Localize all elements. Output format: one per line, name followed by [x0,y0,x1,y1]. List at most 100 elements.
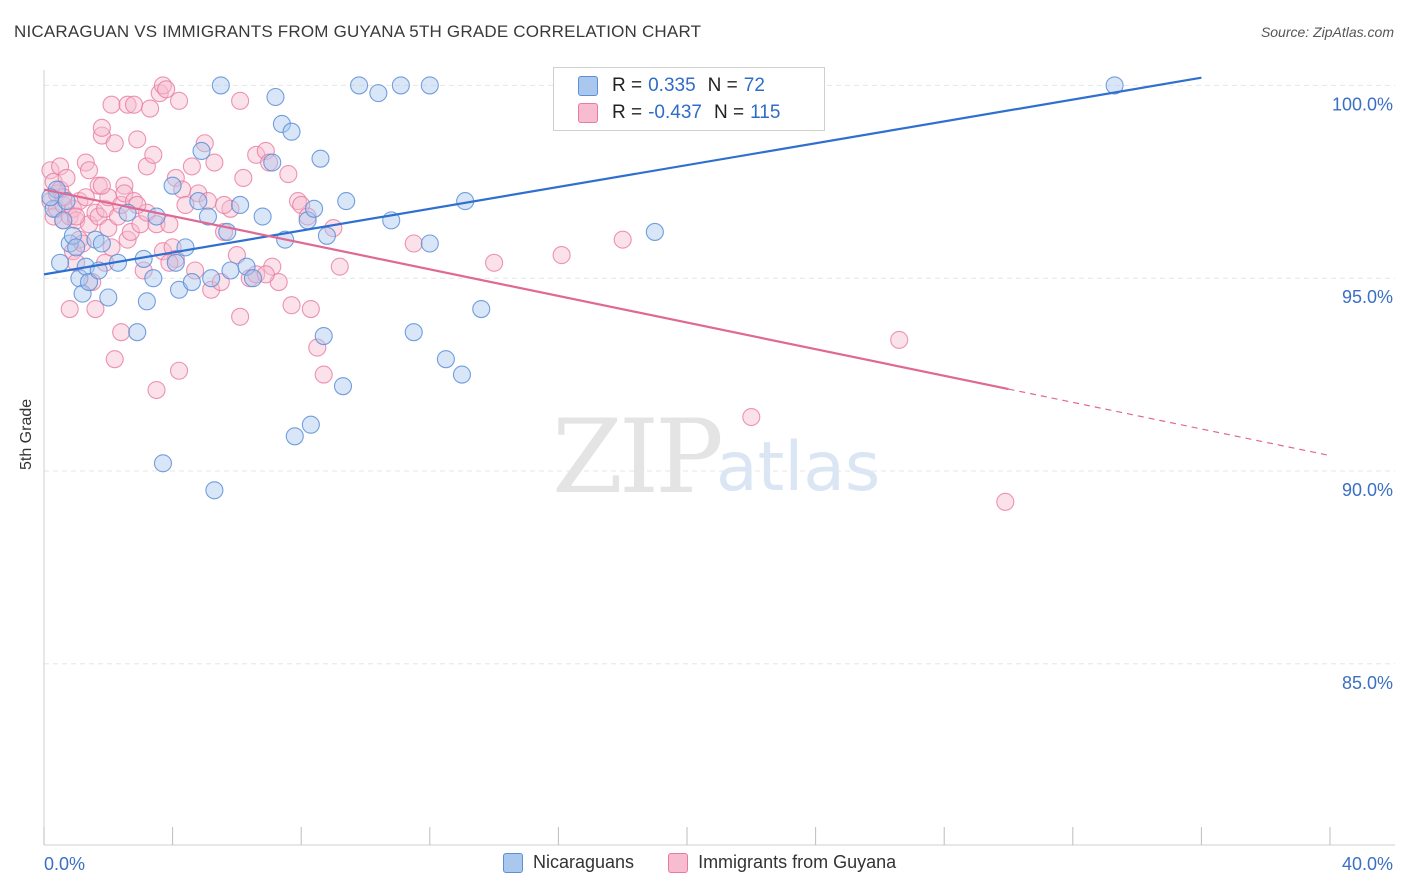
data-point-nicaraguan [70,269,89,288]
data-point-nicaraguan [314,326,333,346]
series-immigrants-from-guyana [41,76,1015,511]
data-point-guyana [205,153,224,172]
data-point-nicaraguan [272,114,291,134]
data-point-nicaraguan [182,273,201,292]
legend-swatch-blue [578,76,598,96]
legend-item-guyana[interactable]: Immigrants from Guyana [668,852,896,873]
data-point-guyana [211,273,230,292]
data-point-nicaraguan [350,76,369,95]
data-point-guyana [108,207,127,226]
data-point-nicaraguan [211,76,230,95]
data-point-guyana [404,234,423,253]
data-point-guyana [147,380,166,400]
data-point-nicaraguan [369,84,388,103]
data-point-nicaraguan [99,288,118,307]
data-point-nicaraguan [472,300,491,319]
data-point-nicaraguan [404,323,423,342]
data-point-nicaraguan [253,207,272,226]
y-axis-label: 5th Grade [18,398,35,470]
data-point-guyana [92,118,111,137]
data-point-nicaraguan [144,269,163,288]
data-point-guyana [131,215,150,234]
legend-item-nicaraguans[interactable]: Nicaraguans [503,852,634,873]
data-point-guyana [99,219,118,238]
legend-label-guyana: Immigrants from Guyana [698,852,897,872]
data-point-guyana [92,176,111,195]
data-point-guyana [115,184,134,203]
data-point-nicaraguan [645,222,664,241]
data-point-nicaraguan [176,238,195,257]
data-point-guyana [234,168,253,188]
data-point-nicaraguan [73,284,92,303]
data-point-nicaraguan [420,76,439,95]
data-point-guyana [256,141,275,161]
data-point-guyana [144,145,163,164]
data-point-guyana [57,168,76,188]
data-point-nicaraguan [282,122,301,141]
data-point-guyana [112,323,131,342]
data-point-guyana [279,165,298,184]
data-point-guyana [227,246,246,265]
legend-n-value: 72 [743,75,765,96]
data-point-nicaraguan [166,253,185,272]
data-point-guyana [118,95,137,114]
data-point-nicaraguan [128,323,147,342]
legend-n-label: N = [707,75,738,96]
data-point-nicaraguan [163,176,182,195]
data-point-nicaraguan [63,226,82,245]
data-point-guyana [330,257,349,276]
data-point-nicaraguan [436,350,455,369]
legend-r-value: -0.437 [648,102,702,123]
data-point-guyana [86,300,105,319]
data-point-guyana [552,246,571,265]
data-point-guyana [308,338,327,357]
data-point-guyana [189,184,208,203]
data-point-nicaraguan [189,192,208,211]
data-point-nicaraguan [205,481,224,500]
data-point-nicaraguan [243,269,263,288]
legend-swatch-blue [503,852,523,873]
data-point-nicaraguan [420,234,439,253]
data-point-guyana [60,300,79,319]
legend-row-nicaraguans: R = 0.335 N = 72 [578,74,765,98]
data-point-guyana [214,195,234,215]
legend-swatch-pink [668,852,689,873]
data-point-nicaraguan [221,261,240,280]
data-point-guyana [182,157,201,176]
data-point-guyana [996,492,1015,511]
data-point-nicaraguan [263,153,282,172]
data-point-guyana [67,253,86,272]
data-point-guyana [231,91,250,110]
correlation-legend: R = 0.335 N = 72 R = -0.437 N = 115 [553,67,825,131]
legend-n-label: N = [713,102,745,123]
chart-title: NICARAGUAN VS IMMIGRANTS FROM GUYANA 5TH… [14,22,702,41]
data-point-nicaraguan [317,226,336,245]
data-point-guyana [147,215,166,234]
data-point-nicaraguan [79,273,99,292]
series-legend: Nicaraguans Immigrants from Guyana [503,852,930,873]
data-point-nicaraguan [305,199,324,218]
trend-line-guyana [43,188,1009,391]
data-point-nicaraguan [92,234,111,253]
y-tick-label: 95.0% [1342,287,1393,307]
y-tick-label: 100.0% [1332,94,1393,114]
data-point-guyana [41,161,60,180]
data-point-guyana [124,95,144,114]
data-point-nicaraguan [137,292,156,311]
data-point-nicaraguan [1105,76,1124,95]
data-point-nicaraguan [285,427,304,446]
data-point-guyana [115,176,134,195]
x-tick-label: 0.0% [44,854,85,874]
trend-lines [43,76,1331,457]
data-point-guyana [157,80,176,99]
data-point-guyana [102,95,121,114]
data-point-guyana [282,296,301,315]
data-point-nicaraguan [67,238,86,257]
data-point-nicaraguan [153,454,173,473]
data-point-guyana [128,130,147,149]
data-point-guyana [169,91,189,110]
watermark-atlas: atlas [716,428,881,507]
data-point-guyana [141,99,160,118]
data-point-guyana [890,330,909,349]
